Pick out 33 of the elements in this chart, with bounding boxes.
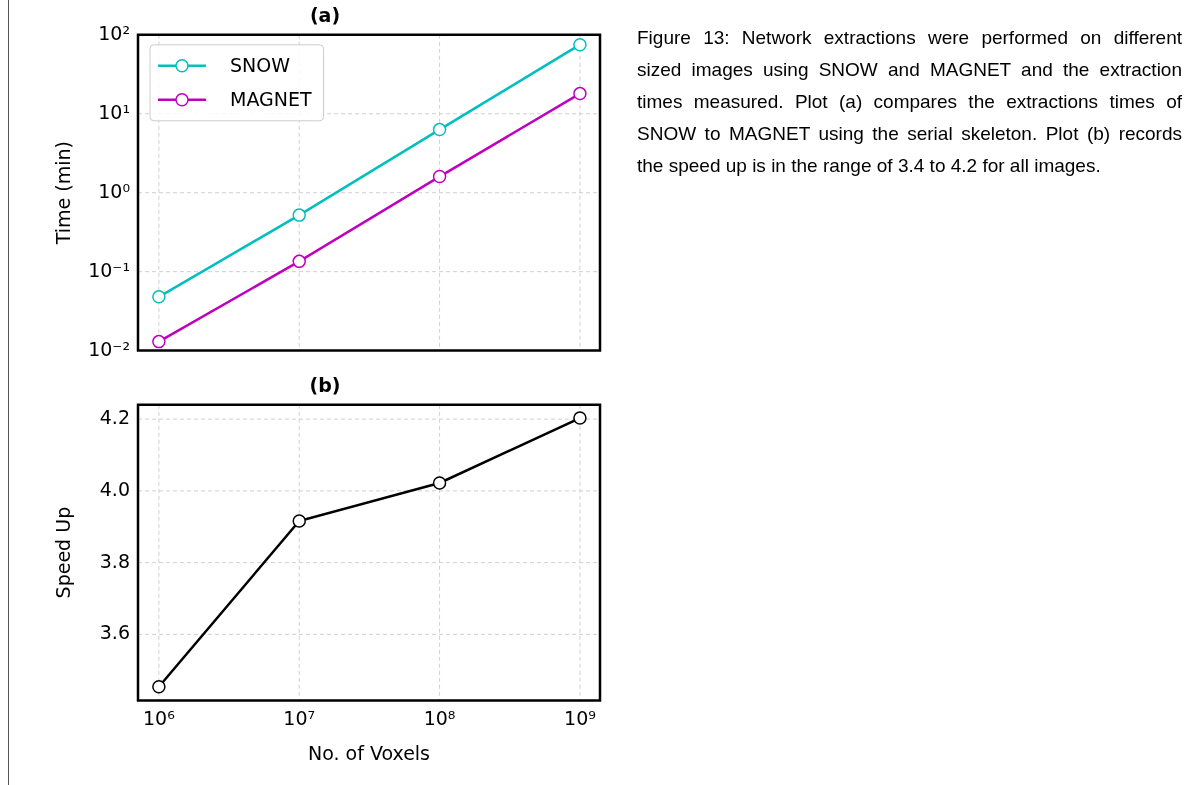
- y-tick-label: 3.6: [99, 621, 130, 644]
- y-tick-label: 4.0: [99, 477, 130, 500]
- y-tick-label: 10⁻¹: [88, 258, 130, 281]
- caption: Figure 13: Network extractions were performed on different sized images using SNOW and MAGNET and the extraction times measured. Plot (a) compares the extractions times of SNOW to MAGNET using the serial skeleton. Plot (b) records the speed up is in the range of 3.4 to 4.2 for all images.: [637, 26, 1182, 178]
- x-tick-label: 10⁸: [423, 706, 456, 729]
- point: [152, 680, 166, 694]
- legend-label: MAGNET: [230, 87, 312, 110]
- point: [573, 86, 587, 101]
- chart-title: (b): [309, 374, 341, 397]
- x-tick-label: 10⁶: [142, 706, 175, 729]
- legend-label: SNOW: [230, 53, 291, 76]
- chart-title: (a): [309, 4, 341, 27]
- point: [152, 334, 166, 349]
- point: [432, 476, 447, 490]
- y-tick-label: 10⁰: [98, 179, 130, 202]
- point: [292, 208, 306, 222]
- x-axis-title: No. of Voxels: [307, 741, 431, 764]
- point: [573, 411, 587, 425]
- y-tick-label: 10²: [98, 21, 130, 44]
- y-axis-title: Speed Up: [52, 506, 75, 599]
- point: [432, 169, 447, 184]
- x-tick-label: 10⁹: [564, 706, 596, 729]
- point: [152, 290, 166, 304]
- y-tick-label: 10⁻²: [88, 337, 130, 360]
- x-tick-label: 10⁷: [283, 706, 316, 729]
- point: [573, 37, 587, 52]
- y-tick-label: 10¹: [98, 100, 130, 123]
- point: [292, 254, 306, 269]
- y-tick-label: 4.2: [99, 406, 130, 429]
- y-axis-title: Time (min): [52, 141, 75, 246]
- y-tick-label: 3.8: [99, 549, 130, 572]
- point: [292, 514, 306, 528]
- point: [432, 122, 447, 137]
